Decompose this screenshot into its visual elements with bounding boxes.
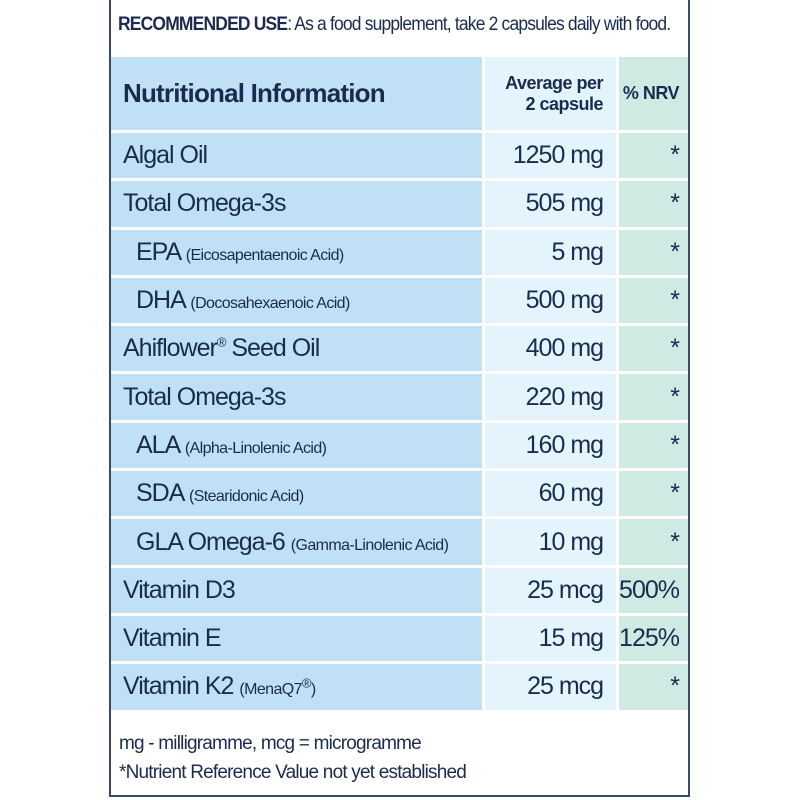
nutrient-amount: 15 mg: [485, 615, 620, 665]
nutrient-nrv: *: [619, 326, 688, 375]
table-row: SDA (Stearidonic Acid) 60 mg *: [111, 471, 688, 520]
table-row: Algal Oil 1250 mg *: [111, 133, 688, 182]
nutrient-name: Total Omega-3s: [123, 382, 286, 411]
nutrition-table: Nutritional Information Average per 2 cap…: [111, 57, 688, 710]
nutrient-note-end: ): [310, 681, 316, 699]
nutrient-amount: 400 mg: [485, 326, 620, 375]
nutrient-name: Vitamin E: [123, 624, 222, 653]
nutrient-name: DHA: [136, 286, 185, 315]
nutrient-name: Total Omega-3s: [123, 189, 286, 218]
units-note: mg - milligramme, mcg = microgramme: [119, 733, 422, 754]
nutrient-nrv: *: [619, 374, 688, 423]
nutrient-note: (MenaQ7: [239, 681, 302, 699]
nutrient-name: ALA: [136, 430, 180, 459]
recommended-use: RECOMMENDED USE: As a food supplement, t…: [118, 14, 671, 36]
table-row: Total Omega-3s 220 mg *: [111, 374, 688, 423]
table-title: Nutritional Information: [111, 57, 486, 133]
header-average-line2: 2 capsule: [525, 93, 604, 114]
nutrient-note: (Gamma-Linolenic Acid): [290, 536, 449, 554]
table-row: ALA (Alpha-Linolenic Acid) 160 mg *: [111, 422, 688, 472]
nutrient-nrv: *: [619, 229, 688, 278]
nutrient-nrv: 500%: [619, 567, 688, 616]
nutrient-amount: 1250 mg: [485, 133, 620, 182]
table-row: EPA (Eicosapentaenoic Acid) 5 mg *: [111, 229, 688, 278]
nutrient-amount: 10 mg: [485, 519, 620, 568]
table-row: Total Omega-3s 505 mg *: [111, 181, 688, 230]
table-row: Vitamin D3 25 mcg 500%: [111, 567, 688, 616]
nutrient-name: Algal Oil: [123, 141, 208, 170]
nutrient-name: GLA Omega-6: [136, 527, 286, 556]
recommended-use-label: RECOMMENDED USE: [118, 14, 288, 35]
nutrient-name: Vitamin D3: [123, 575, 236, 604]
header-nrv: % NRV: [619, 57, 688, 133]
registered-mark: ®: [301, 676, 312, 692]
nutrient-amount: 160 mg: [485, 422, 620, 472]
table-header: Nutritional Information Average per 2 cap…: [111, 57, 688, 133]
nutrient-nrv: *: [619, 422, 688, 472]
nutrient-nrv: *: [619, 277, 688, 327]
nutrient-nrv: *: [619, 519, 688, 568]
nutrient-name: EPA: [136, 237, 181, 266]
nutrient-name: Ahiflower: [123, 334, 218, 363]
nutrient-nrv: *: [619, 133, 688, 182]
nutrient-note: (Alpha-Linolenic Acid): [184, 439, 327, 457]
nutrient-amount: 25 mcg: [485, 664, 620, 710]
nutrient-amount: 5 mg: [485, 229, 620, 278]
nutrient-note: (Stearidonic Acid): [188, 488, 304, 506]
nutrient-name-suffix: Seed Oil: [225, 334, 320, 363]
nutrient-nrv: 125%: [619, 615, 688, 665]
nutrition-panel: RECOMMENDED USE: As a food supplement, t…: [109, 0, 690, 797]
nutrient-amount: 60 mg: [485, 471, 620, 520]
registered-mark: ®: [216, 335, 227, 350]
nutrient-note: (Eicosapentaenoic Acid): [185, 246, 344, 264]
table-row: Ahiflower® Seed Oil 400 mg *: [111, 326, 688, 375]
nutrient-amount: 25 mcg: [485, 567, 620, 616]
table-row: DHA (Docosahexaenoic Acid) 500 mg *: [111, 277, 688, 327]
nutrient-amount: 505 mg: [485, 181, 620, 230]
header-average-line1: Average per: [505, 72, 604, 93]
header-average: Average per 2 capsule: [485, 57, 620, 133]
nutrient-nrv: *: [619, 181, 688, 230]
nutrient-nrv: *: [619, 471, 688, 520]
nutrient-name: Vitamin K2: [123, 672, 234, 701]
nutrient-name: SDA: [136, 479, 184, 508]
nutrient-amount: 220 mg: [485, 374, 620, 423]
table-row: GLA Omega-6 (Gamma-Linolenic Acid) 10 mg *: [111, 519, 688, 568]
recommended-use-text: : As a food supplement, take 2 capsules …: [287, 14, 671, 35]
nrv-note: *Nutrient Reference Value not yet establ…: [119, 762, 467, 783]
table-row: Vitamin K2 (MenaQ7®) 25 mcg *: [111, 664, 688, 710]
nutrient-nrv: *: [619, 664, 688, 710]
nutrient-amount: 500 mg: [485, 277, 620, 327]
table-row: Vitamin E 15 mg 125%: [111, 615, 688, 665]
nutrient-note: (Docosahexaenoic Acid): [190, 295, 350, 313]
